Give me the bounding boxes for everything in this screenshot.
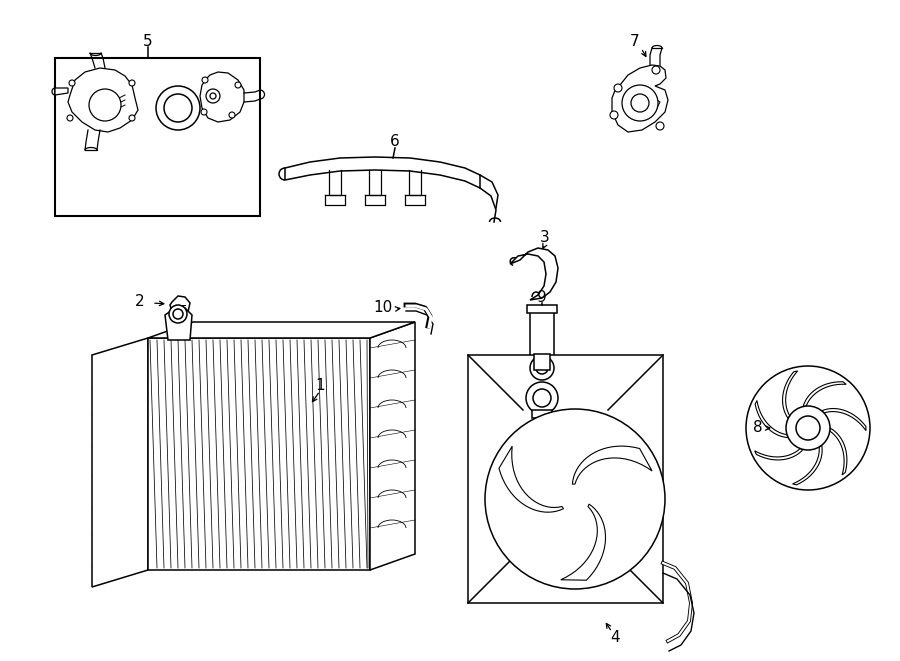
Text: 2: 2: [135, 295, 145, 309]
Polygon shape: [68, 68, 138, 132]
Polygon shape: [499, 446, 563, 512]
Bar: [530, 310, 554, 390]
Polygon shape: [165, 308, 192, 340]
Circle shape: [631, 94, 649, 112]
Polygon shape: [755, 401, 788, 438]
Circle shape: [235, 82, 241, 88]
Polygon shape: [200, 72, 244, 122]
Circle shape: [746, 366, 870, 490]
Bar: [534, 354, 550, 370]
Circle shape: [229, 112, 235, 118]
Polygon shape: [793, 446, 823, 485]
Text: 9: 9: [537, 290, 547, 305]
Bar: [468, 355, 663, 603]
Circle shape: [173, 309, 183, 319]
Bar: [532, 410, 552, 418]
Circle shape: [796, 416, 820, 440]
Polygon shape: [755, 449, 803, 460]
Polygon shape: [370, 322, 415, 570]
Polygon shape: [612, 65, 668, 132]
Circle shape: [526, 382, 558, 414]
Text: 1: 1: [315, 377, 325, 393]
Circle shape: [622, 85, 658, 121]
Circle shape: [156, 86, 200, 130]
Circle shape: [652, 66, 660, 74]
Circle shape: [201, 109, 207, 115]
Circle shape: [530, 356, 554, 380]
Polygon shape: [170, 296, 190, 315]
Polygon shape: [803, 382, 846, 407]
Circle shape: [533, 389, 551, 407]
Bar: [148, 338, 370, 570]
Polygon shape: [830, 428, 847, 475]
Circle shape: [169, 305, 187, 323]
Polygon shape: [285, 157, 480, 188]
Circle shape: [164, 94, 192, 122]
Circle shape: [129, 80, 135, 86]
Polygon shape: [148, 322, 415, 338]
Circle shape: [67, 115, 73, 121]
Text: 3: 3: [540, 231, 550, 245]
Text: 11: 11: [533, 360, 552, 375]
Polygon shape: [572, 446, 652, 485]
Polygon shape: [782, 371, 797, 418]
Circle shape: [656, 122, 664, 130]
Polygon shape: [510, 248, 558, 300]
Circle shape: [786, 406, 830, 450]
Circle shape: [206, 89, 220, 103]
Circle shape: [129, 115, 135, 121]
Text: 4: 4: [610, 631, 620, 646]
Text: 6: 6: [390, 134, 400, 149]
Circle shape: [210, 93, 216, 99]
Circle shape: [89, 89, 121, 121]
Text: 7: 7: [630, 34, 640, 50]
Circle shape: [614, 84, 622, 92]
Text: 10: 10: [374, 301, 392, 315]
Text: 5: 5: [143, 34, 153, 50]
Bar: [55, 58, 260, 216]
Circle shape: [485, 409, 665, 589]
Circle shape: [536, 362, 548, 374]
Circle shape: [202, 77, 208, 83]
Circle shape: [610, 111, 618, 119]
Polygon shape: [55, 88, 68, 95]
Bar: [527, 305, 557, 313]
Text: 8: 8: [753, 420, 763, 436]
Polygon shape: [561, 504, 606, 580]
Circle shape: [69, 80, 75, 86]
Polygon shape: [822, 408, 866, 430]
Polygon shape: [92, 338, 148, 587]
